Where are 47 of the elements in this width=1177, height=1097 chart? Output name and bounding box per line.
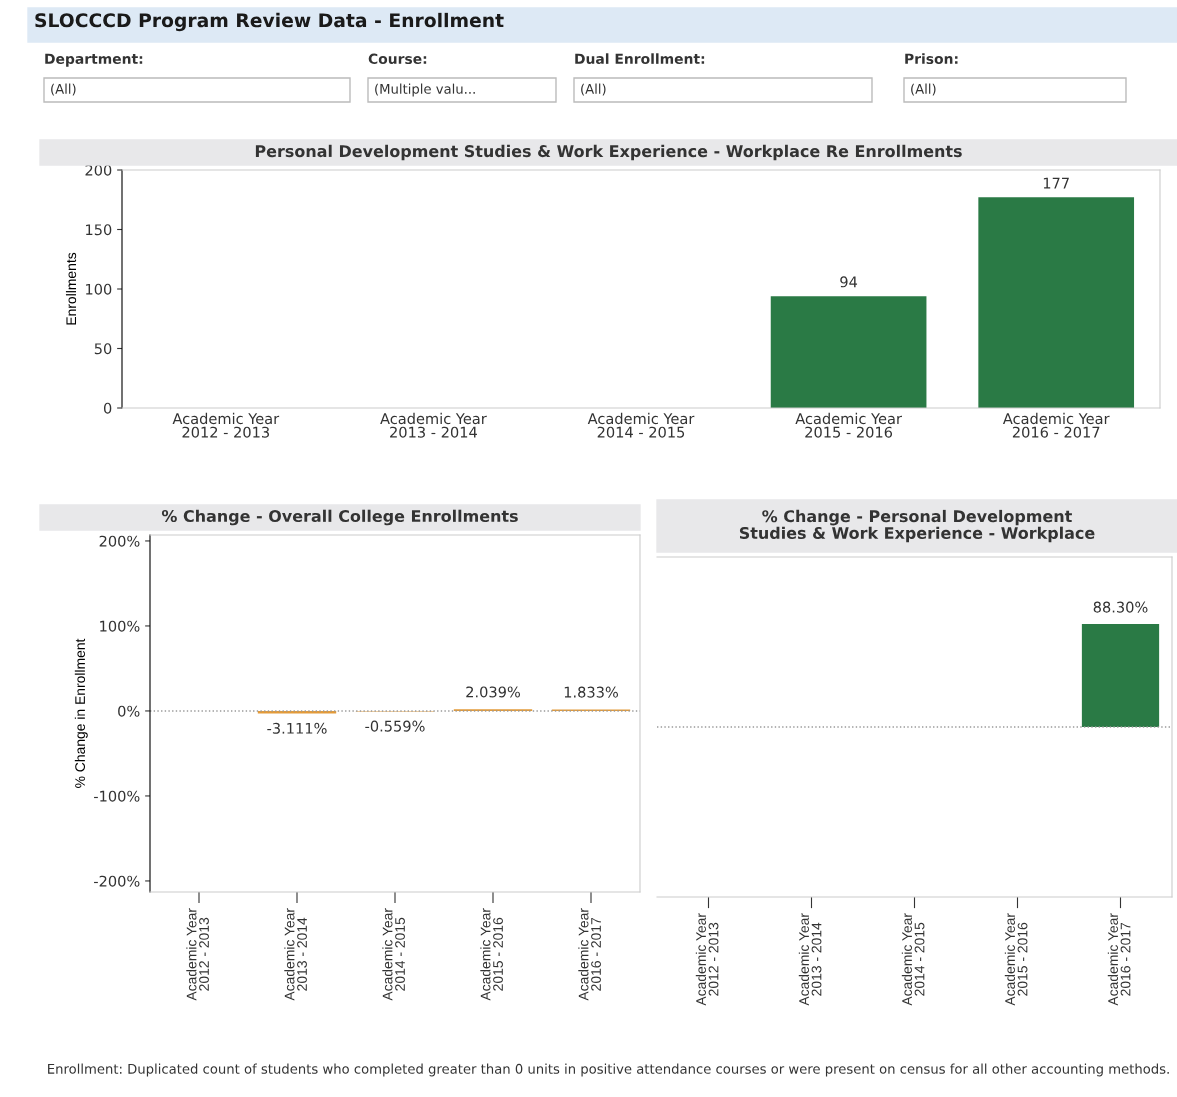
text: (All) [581,83,606,96]
x-tick-label: Academic Year 2016 - 2017 [578,908,601,1001]
data-label: -3.111% [267,722,327,734]
x-tick-label: Academic Year 2013 - 2014 [798,913,822,1006]
chart-title: Personal Development Studies & Work Experience - Workplace Re Enrollments [255,144,962,161]
data-label: -0.559% [365,720,425,732]
text: (Multiple valu... [375,83,475,97]
text: Enrollment: Duplicated count of students who completed greater than 0 units in positive attendance courses or were present on census for all other accounting methods. [48,1063,1169,1077]
y-axis-title: % Change in Enrollment [74,638,88,788]
chart-title: % Change - Personal Development Studies & Work Experience - Workplace [739,509,1095,543]
x-tick-label: Academic Year 2015 - 2016 [480,908,503,1001]
x-tick-label: Academic Year 2014 - 2015 [382,908,405,1001]
x-tick-label: Academic Year 2016 - 2017 [1107,913,1131,1006]
y-tick-label: 0% [118,705,140,717]
chart-title: % Change - Overall College Enrollments [161,509,518,526]
y-tick-label: 100 [86,283,112,295]
text: Course: [368,53,427,65]
y-tick-label: 200% [99,535,140,547]
text: Dual Enrollment: [575,53,705,65]
text: Department: [45,53,143,67]
x-tick-label: Academic Year 2015 - 2016 [795,412,902,438]
x-tick-label: Academic Year 2015 - 2016 [1004,913,1028,1006]
data-label: 88.30% [1093,601,1148,613]
text: Prison: [905,53,958,65]
y-tick-label: 100% [100,620,140,632]
y-tick-label: 200 [85,164,112,176]
y-tick-label: -100% [94,790,140,802]
x-tick-label: Academic Year 2016 - 2017 [1002,412,1110,438]
y-tick-label: 0 [103,402,112,414]
text: SLOCCCD Program Review Data - Enrollment [35,12,504,32]
data-label: 2.039% [466,686,520,698]
data-label: 177 [1043,177,1069,189]
y-tick-label: 50 [94,343,112,355]
x-tick-label: Academic Year 2013 - 2014 [284,908,307,1001]
y-tick-label: -200% [94,875,140,887]
text: (All) [911,83,936,96]
x-tick-label: Academic Year 2012 - 2013 [172,412,280,438]
y-tick-label: 150 [86,224,112,236]
text: (All) [51,83,76,96]
x-tick-label: Academic Year 2012 - 2013 [695,913,719,1006]
x-tick-label: Academic Year 2012 - 2013 [186,908,209,1001]
x-tick-label: Academic Year 2014 - 2015 [901,913,925,1006]
x-tick-label: Academic Year 2013 - 2014 [380,412,487,438]
x-tick-label: Academic Year 2014 - 2015 [587,412,695,438]
data-label: 1.833% [564,686,618,698]
data-label: 94 [840,276,858,288]
y-axis-title: Enrollments [65,252,77,325]
